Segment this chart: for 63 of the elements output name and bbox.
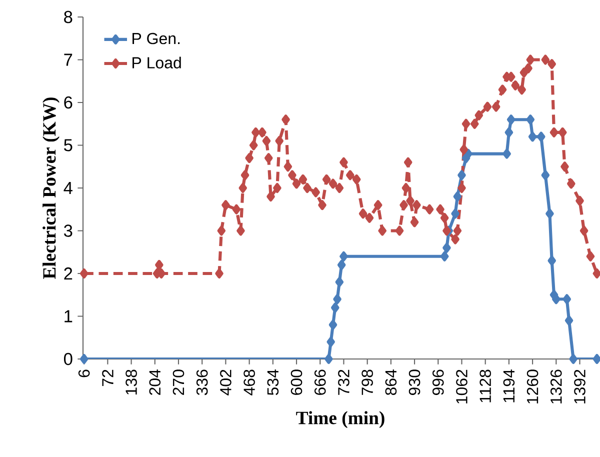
point [526, 114, 535, 125]
x-tick-label: 1326 [550, 370, 562, 404]
x-tick-label: 204 [149, 370, 161, 395]
point [502, 148, 511, 159]
x-tick-label: 996 [432, 370, 444, 395]
point [541, 170, 550, 180]
point [328, 320, 338, 330]
x-tick-label: 1062 [456, 370, 468, 404]
y-axis-title: Electrical Power (KW) [42, 98, 60, 279]
x-tick-label: 72 [102, 370, 114, 386]
point [333, 294, 342, 304]
point [451, 208, 460, 219]
point [552, 294, 560, 304]
x-tick-label: 732 [338, 370, 350, 395]
y-tick-label: 2 [64, 267, 72, 280]
x-tick-label: 1260 [526, 370, 538, 404]
point [546, 208, 554, 219]
y-tick-label: 3 [64, 224, 72, 237]
point [442, 242, 451, 253]
x-tick-label: 270 [172, 370, 184, 395]
point [337, 260, 346, 270]
x-axis-title: Time (min) [296, 411, 384, 428]
point [528, 132, 537, 142]
x-tick-label: 798 [362, 370, 373, 395]
x-tick-label: 6 [78, 370, 90, 378]
legend-label: P Load [132, 56, 181, 68]
x-tick-label: 336 [196, 370, 208, 396]
x-tick-label: 1194 [503, 370, 515, 402]
point [569, 354, 578, 364]
x-tick-label: 1128 [480, 370, 491, 402]
point [80, 354, 88, 364]
point [537, 132, 546, 142]
point [324, 354, 333, 364]
y-tick-label: 7 [64, 54, 72, 66]
x-tick-label: 666 [314, 370, 326, 395]
point [331, 302, 340, 313]
point [464, 148, 472, 159]
y-tick-label: 5 [64, 139, 72, 152]
point [458, 170, 466, 180]
point [340, 251, 348, 262]
x-tick-label: 534 [267, 370, 279, 396]
x-tick-label: 402 [220, 370, 232, 396]
point [504, 127, 514, 138]
y-tick-label: 1 [64, 310, 72, 322]
point [453, 192, 462, 202]
x-tick-label: 1392 [574, 370, 586, 404]
x-tick-label: 930 [408, 370, 420, 395]
x-tick-label: 468 [244, 370, 255, 396]
legend-label: P Gen. [132, 32, 180, 44]
y-tick-label: 0 [64, 352, 72, 366]
y-tick-label: 6 [64, 96, 72, 109]
y-tick-label: 4 [64, 182, 72, 194]
point [326, 336, 335, 347]
point [564, 316, 574, 326]
point [506, 114, 516, 125]
y-tick-label: 8 [64, 10, 72, 24]
point [562, 294, 572, 304]
point [335, 277, 344, 288]
x-tick-label: 600 [290, 370, 302, 395]
x-tick-label: 864 [385, 370, 397, 396]
x-tick-label: 138 [126, 370, 137, 395]
point [548, 256, 556, 266]
point [440, 251, 449, 262]
